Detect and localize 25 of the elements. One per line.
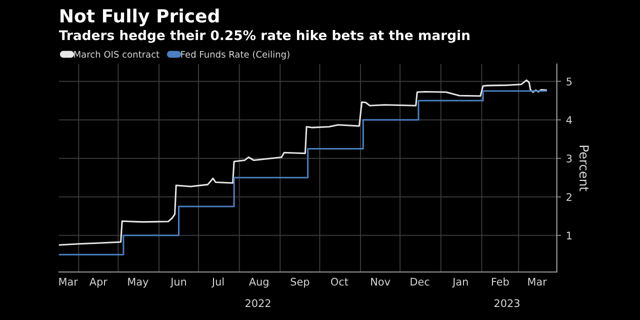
text: 2023: [494, 299, 520, 308]
x-tick-label: Apr: [89, 278, 108, 288]
x-tick-label: Nov: [371, 278, 390, 286]
chart-title: Not Fully Priced: [60, 8, 219, 26]
y-tick-label: 2: [566, 193, 572, 201]
y-tick-label: 4: [566, 116, 572, 124]
chart-subtitle: Traders hedge their 0.25% rate hike bets at the margin: [58, 30, 470, 43]
legend-label: Fed Funds Rate (Ceiling): [181, 50, 290, 60]
x-tick-label: Jul: [211, 278, 224, 288]
x-tick-label: May: [128, 278, 148, 288]
x-tick-label: Aug: [249, 278, 268, 288]
x-tick-label: Jan: [452, 278, 468, 288]
x-tick-label: Dec: [410, 278, 430, 286]
y-tick-label: 1: [566, 232, 572, 240]
x-tick-label: Oct: [331, 278, 348, 286]
x-tick-label: Jun: [170, 278, 186, 288]
legend-label: March OIS contract: [74, 50, 160, 58]
text: 2022: [246, 299, 270, 308]
y-tick-label: 3: [566, 154, 572, 162]
y-tick-label: 5: [566, 78, 572, 86]
y-axis-title: Percent: [579, 146, 589, 192]
x-tick-label: Feb: [492, 278, 509, 286]
x-tick-label: Mar: [528, 278, 547, 286]
x-tick-label: Mar: [59, 278, 78, 286]
x-tick-label: Sep: [290, 278, 310, 288]
